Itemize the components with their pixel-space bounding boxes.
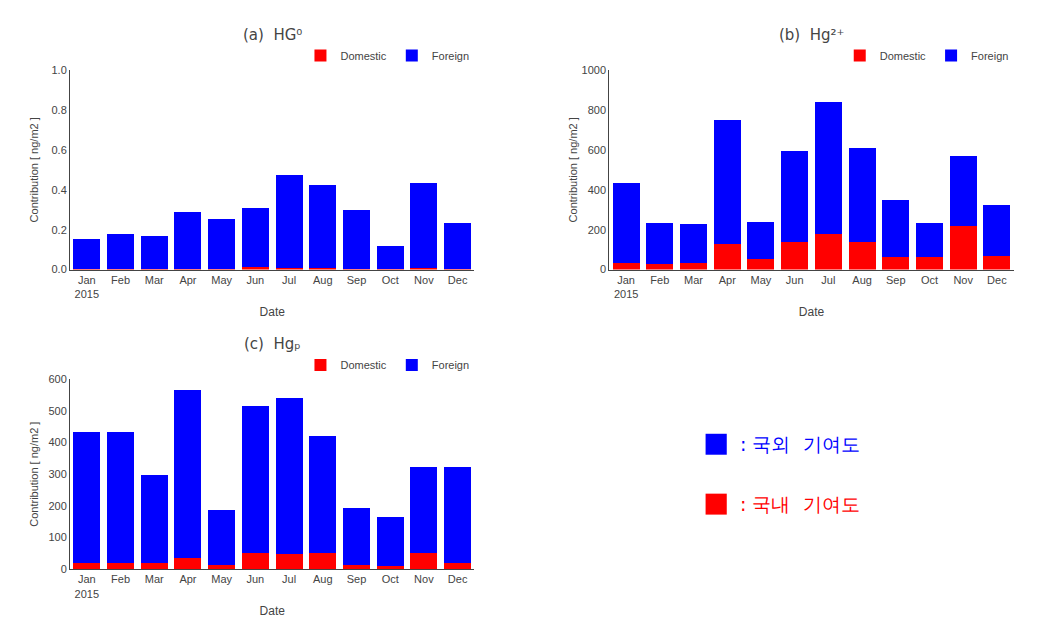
svg-text:Contribution [ ng/m2 ]: Contribution [ ng/m2 ] bbox=[28, 422, 40, 527]
svg-text:: 국외 기여도: : 국외 기여도 bbox=[740, 433, 860, 455]
svg-text:Sep: Sep bbox=[886, 274, 906, 286]
svg-text:Contribution [ ng/m2 ]: Contribution [ ng/m2 ] bbox=[567, 117, 579, 222]
svg-text:Feb: Feb bbox=[650, 274, 669, 286]
svg-text:Jul: Jul bbox=[282, 274, 296, 286]
svg-text:Domestic: Domestic bbox=[880, 50, 926, 62]
svg-text:Dec: Dec bbox=[448, 573, 468, 585]
svg-text:Oct: Oct bbox=[921, 274, 938, 286]
svg-text:Mar: Mar bbox=[684, 274, 703, 286]
svg-text:Domestic: Domestic bbox=[340, 50, 386, 62]
svg-text:Aug: Aug bbox=[852, 274, 872, 286]
svg-text:Contribution [ ng/m2 ]: Contribution [ ng/m2 ] bbox=[28, 117, 40, 222]
svg-text:200: 200 bbox=[588, 224, 606, 236]
svg-text:0.4: 0.4 bbox=[52, 184, 67, 196]
svg-text:Date: Date bbox=[260, 604, 286, 618]
svg-text:Foreign: Foreign bbox=[432, 359, 469, 371]
svg-text:: 국내 기여도: : 국내 기여도 bbox=[740, 493, 860, 515]
svg-text:May: May bbox=[751, 274, 772, 286]
svg-text:Mar: Mar bbox=[145, 274, 164, 286]
svg-text:(a) HG⁰: (a) HG⁰ bbox=[243, 26, 302, 44]
svg-text:May: May bbox=[211, 573, 232, 585]
svg-text:Oct: Oct bbox=[382, 274, 399, 286]
svg-text:1.0: 1.0 bbox=[52, 64, 67, 76]
svg-text:Oct: Oct bbox=[382, 573, 399, 585]
svg-text:400: 400 bbox=[48, 436, 66, 448]
svg-text:Jan2015: Jan2015 bbox=[75, 573, 99, 599]
svg-text:Domestic: Domestic bbox=[340, 359, 386, 371]
svg-text:(b) Hg²⁺: (b) Hg²⁺ bbox=[779, 26, 845, 44]
svg-text:600: 600 bbox=[48, 373, 66, 385]
svg-text:Sep: Sep bbox=[347, 573, 367, 585]
svg-text:Foreign: Foreign bbox=[971, 50, 1008, 62]
svg-text:400: 400 bbox=[588, 184, 606, 196]
svg-text:Dec: Dec bbox=[448, 274, 468, 286]
svg-text:Jun: Jun bbox=[247, 274, 265, 286]
svg-text:600: 600 bbox=[588, 144, 606, 156]
svg-text:Jun: Jun bbox=[786, 274, 804, 286]
svg-text:Date: Date bbox=[799, 305, 825, 319]
svg-text:1000: 1000 bbox=[582, 64, 606, 76]
svg-text:800: 800 bbox=[588, 104, 606, 116]
svg-text:(c) Hgₚ: (c) Hgₚ bbox=[244, 335, 301, 353]
svg-text:Apr: Apr bbox=[179, 274, 196, 286]
svg-text:Feb: Feb bbox=[111, 274, 130, 286]
svg-text:0.6: 0.6 bbox=[52, 144, 67, 156]
svg-text:Nov: Nov bbox=[414, 274, 434, 286]
svg-text:Jan2015: Jan2015 bbox=[75, 274, 99, 300]
svg-text:Date: Date bbox=[260, 305, 286, 319]
svg-text:Sep: Sep bbox=[347, 274, 367, 286]
svg-text:0.8: 0.8 bbox=[52, 104, 67, 116]
svg-text:0.2: 0.2 bbox=[52, 224, 67, 236]
svg-text:Apr: Apr bbox=[719, 274, 736, 286]
svg-text:0.0: 0.0 bbox=[52, 263, 67, 275]
svg-text:Nov: Nov bbox=[953, 274, 973, 286]
svg-text:Jun: Jun bbox=[247, 573, 265, 585]
svg-text:Foreign: Foreign bbox=[432, 50, 469, 62]
svg-text:200: 200 bbox=[48, 500, 66, 512]
svg-text:Feb: Feb bbox=[111, 573, 130, 585]
svg-text:Nov: Nov bbox=[414, 573, 434, 585]
svg-text:300: 300 bbox=[48, 468, 66, 480]
svg-text:Dec: Dec bbox=[987, 274, 1007, 286]
svg-text:100: 100 bbox=[48, 531, 66, 543]
svg-text:Jan2015: Jan2015 bbox=[614, 274, 638, 300]
svg-text:Jul: Jul bbox=[282, 573, 296, 585]
svg-text:Aug: Aug bbox=[313, 573, 333, 585]
svg-text:500: 500 bbox=[48, 405, 66, 417]
svg-text:0: 0 bbox=[61, 563, 67, 575]
svg-text:Jul: Jul bbox=[821, 274, 835, 286]
svg-text:Mar: Mar bbox=[145, 573, 164, 585]
svg-text:0: 0 bbox=[600, 263, 606, 275]
svg-text:May: May bbox=[211, 274, 232, 286]
svg-text:Aug: Aug bbox=[313, 274, 333, 286]
svg-text:Apr: Apr bbox=[179, 573, 196, 585]
